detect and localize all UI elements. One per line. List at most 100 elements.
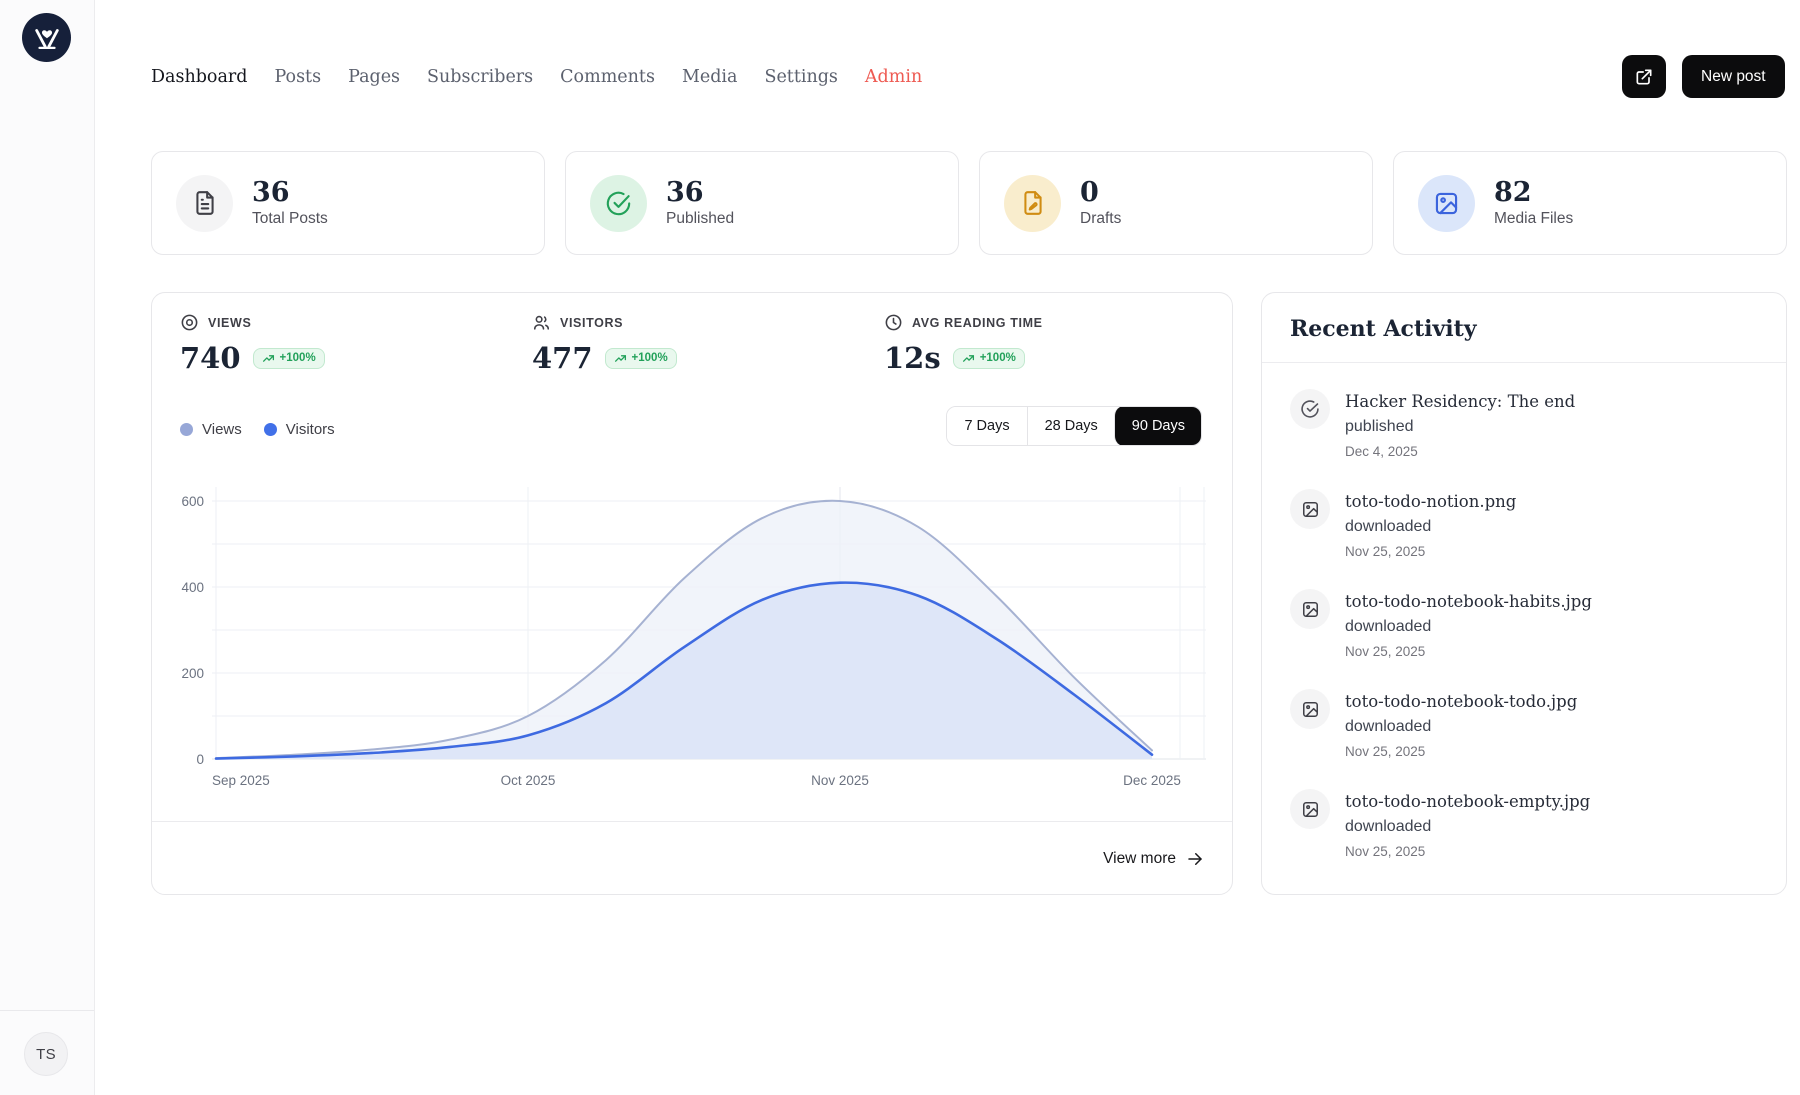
- date-range-selector: 7 Days 28 Days 90 Days: [946, 406, 1202, 446]
- new-post-button[interactable]: New post: [1682, 55, 1785, 98]
- activity-item[interactable]: toto-todo-notebook-todo.jpg downloaded N…: [1290, 689, 1762, 762]
- metric-label: AVG READING TIME: [912, 315, 1043, 330]
- nav-item-dashboard[interactable]: Dashboard: [151, 67, 248, 87]
- x-tick-label: Nov 2025: [811, 773, 869, 788]
- nav-item-comments[interactable]: Comments: [560, 67, 655, 87]
- views-visitors-chart: 0 200 400 600 Sep 2025 Oct 2025 Nov 2025 Dec 20…: [152, 463, 1234, 795]
- metric-value: 740: [180, 341, 241, 375]
- analytics-card: VIEWS 740 +100% VISITORS: [151, 292, 1233, 895]
- external-link-icon: [1636, 69, 1652, 84]
- recent-activity-title: Recent Activity: [1290, 316, 1477, 342]
- open-site-button[interactable]: [1622, 55, 1666, 98]
- sidebar-divider: [0, 1010, 94, 1011]
- metric-label: VIEWS: [208, 315, 252, 330]
- x-tick-label: Sep 2025: [212, 773, 270, 788]
- stat-label: Media Files: [1494, 210, 1574, 228]
- trending-up-icon: [262, 354, 274, 362]
- nav-item-posts[interactable]: Posts: [274, 67, 322, 87]
- activity-item-status: downloaded: [1345, 518, 1432, 535]
- metric-visitors: VISITORS 477 +100%: [532, 313, 677, 375]
- range-7-days-button[interactable]: 7 Days: [947, 407, 1027, 445]
- activity-item-title: Hacker Residency: The end: [1345, 392, 1576, 411]
- metric-delta-badge: +100%: [604, 347, 677, 369]
- nav-item-subscribers[interactable]: Subscribers: [427, 67, 534, 87]
- metric-delta-badge: +100%: [252, 347, 325, 369]
- activity-item-date: Nov 25, 2025: [1345, 744, 1426, 759]
- activity-item-title: toto-todo-notion.png: [1345, 492, 1517, 511]
- range-90-days-button[interactable]: 90 Days: [1113, 407, 1202, 445]
- activity-item-date: Nov 25, 2025: [1345, 844, 1426, 859]
- main-nav: Dashboard Posts Pages Subscribers Commen…: [151, 56, 922, 98]
- activity-item-status: published: [1345, 418, 1414, 435]
- stat-label: Total Posts: [252, 210, 328, 228]
- y-tick-label: 0: [196, 752, 204, 767]
- check-circle-icon: [1290, 389, 1330, 429]
- views-line: [215, 499, 1153, 760]
- metric-avg-reading-time: AVG READING TIME 12s +100%: [884, 313, 1043, 375]
- check-circle-icon: [590, 174, 647, 232]
- visitors-area: [216, 582, 1152, 759]
- image-icon: [1290, 589, 1330, 629]
- range-28-days-button[interactable]: 28 Days: [1026, 407, 1115, 445]
- draft-icon: [1004, 174, 1061, 232]
- y-tick-label: 400: [181, 580, 204, 595]
- trending-up-icon: [962, 354, 974, 362]
- image-icon: [1290, 689, 1330, 729]
- nav-item-pages[interactable]: Pages: [348, 67, 401, 87]
- stat-value: 82: [1494, 176, 1532, 208]
- visitors-icon: [533, 315, 550, 330]
- metric-views: VIEWS 740 +100%: [180, 313, 325, 375]
- x-tick-label: Dec 2025: [1123, 773, 1181, 788]
- activity-item-status: downloaded: [1345, 718, 1432, 735]
- activity-item-status: downloaded: [1345, 618, 1432, 635]
- metric-value: 477: [532, 341, 593, 375]
- stat-value: 36: [666, 176, 704, 208]
- activity-item-title: toto-todo-notebook-habits.jpg: [1345, 592, 1592, 611]
- activity-item[interactable]: toto-todo-notion.png downloaded Nov 25, …: [1290, 489, 1762, 562]
- sidebar: TS: [0, 0, 95, 1095]
- chart-footer: View more: [152, 821, 1232, 895]
- nav-item-admin[interactable]: Admin: [864, 67, 923, 87]
- activity-item-date: Nov 25, 2025: [1345, 544, 1426, 559]
- nav-item-settings[interactable]: Settings: [764, 67, 838, 87]
- stat-card-total-posts: 36 Total Posts: [151, 151, 545, 255]
- activity-item-status: downloaded: [1345, 818, 1432, 835]
- stat-card-media-files: 82 Media Files: [1393, 151, 1787, 255]
- image-icon: [1290, 789, 1330, 829]
- stat-label: Published: [666, 210, 735, 228]
- activity-item-date: Nov 25, 2025: [1345, 644, 1426, 659]
- visitors-legend-dot: [263, 423, 277, 436]
- activity-item[interactable]: toto-todo-notebook-empty.jpg downloaded …: [1290, 789, 1762, 862]
- activity-item[interactable]: toto-todo-notebook-habits.jpg downloaded…: [1290, 589, 1762, 662]
- heart-v-logo-icon: [34, 28, 59, 49]
- image-icon: [1418, 174, 1475, 232]
- stat-value: 0: [1080, 176, 1099, 208]
- document-icon: [176, 174, 233, 232]
- nav-item-media[interactable]: Media: [681, 67, 738, 87]
- user-avatar[interactable]: TS: [24, 1032, 68, 1076]
- y-tick-label: 200: [181, 666, 204, 681]
- trending-up-icon: [614, 354, 626, 362]
- recent-activity-card: Recent Activity Hacker Residency: The en…: [1261, 292, 1787, 895]
- chart-legend: Views Visitors: [180, 421, 335, 438]
- metric-delta-badge: +100%: [952, 347, 1025, 369]
- activity-item-title: toto-todo-notebook-todo.jpg: [1345, 692, 1578, 711]
- views-icon: [181, 314, 198, 331]
- activity-item-date: Dec 4, 2025: [1345, 444, 1418, 459]
- activity-item[interactable]: Hacker Residency: The end published Dec …: [1290, 389, 1762, 462]
- stat-card-drafts: 0 Drafts: [979, 151, 1373, 255]
- arrow-right-icon: [1188, 852, 1202, 865]
- brand-logo[interactable]: [22, 13, 71, 62]
- metric-label: VISITORS: [560, 315, 624, 330]
- activity-divider: [1262, 362, 1786, 363]
- stat-card-published: 36 Published: [565, 151, 959, 255]
- visitors-line: [214, 581, 1154, 760]
- view-more-link[interactable]: View more: [1103, 850, 1204, 868]
- legend-views: Views: [180, 421, 242, 438]
- x-tick-label: Oct 2025: [501, 773, 556, 788]
- clock-icon: [885, 314, 902, 331]
- y-tick-label: 600: [181, 494, 204, 509]
- legend-visitors: Visitors: [263, 421, 335, 438]
- image-icon: [1290, 489, 1330, 529]
